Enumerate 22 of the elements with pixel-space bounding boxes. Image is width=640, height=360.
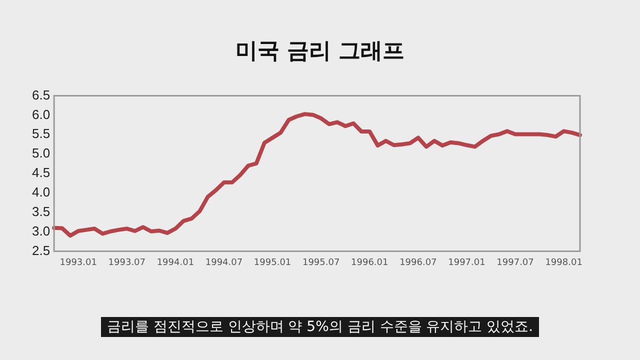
y-tick-label: 3.0	[32, 223, 50, 238]
x-tick-label: 1996.07	[400, 258, 437, 268]
x-tick-label: 1998.01	[545, 258, 582, 268]
x-tick-label: 1993.07	[108, 258, 146, 268]
y-tick-label: 3.5	[32, 204, 50, 219]
y-tick-label: 4.5	[32, 165, 50, 180]
x-tick-label: 1996.01	[351, 258, 388, 268]
y-tick-label: 5.5	[32, 126, 50, 142]
x-tick-label: 1995.01	[254, 258, 292, 268]
y-tick-label: 2.5	[32, 242, 50, 258]
chart-title: 미국 금리 그래프	[234, 38, 406, 66]
y-tick-label: 4.0	[32, 184, 50, 200]
x-tick-label: 1994.01	[156, 258, 194, 268]
x-tick-label: 1993.01	[60, 258, 97, 268]
y-tick-label: 6.0	[32, 106, 50, 122]
x-tick-label: 1997.07	[496, 258, 534, 268]
text: 금리를 점진적으로 인상하며 약 5%의 금리 수준을 유지하고 있었죠.	[100, 317, 540, 337]
x-tick-label: 1997.01	[448, 258, 486, 268]
x-tick-label: 1995.07	[302, 258, 340, 268]
y-tick-label: 6.5	[32, 87, 50, 102]
y-tick-label: 5.0	[32, 146, 50, 161]
x-tick-label: 1994.07	[205, 258, 243, 268]
